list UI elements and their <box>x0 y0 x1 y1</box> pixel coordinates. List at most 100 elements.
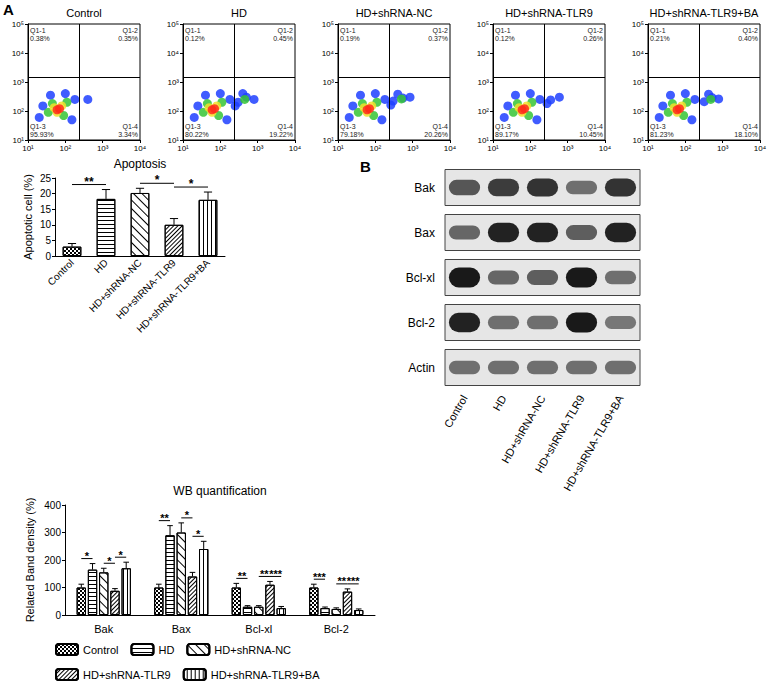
svg-text:Q1-4: Q1-4 <box>587 123 603 131</box>
svg-text:20.26%: 20.26% <box>424 131 448 138</box>
svg-text:0.45%: 0.45% <box>273 35 293 42</box>
svg-text:***: *** <box>347 575 361 587</box>
svg-text:10⁴: 10⁴ <box>754 144 767 153</box>
svg-text:3.34%: 3.34% <box>118 131 138 138</box>
svg-text:HD+shRNA-NC: HD+shRNA-NC <box>356 7 433 19</box>
svg-text:HD: HD <box>92 257 110 275</box>
svg-text:*: * <box>155 173 160 187</box>
svg-text:Bcl-2: Bcl-2 <box>324 623 349 635</box>
svg-text:Q1-2: Q1-2 <box>742 27 758 35</box>
svg-text:Bcl-2: Bcl-2 <box>408 316 436 330</box>
svg-text:10³: 10³ <box>252 144 264 153</box>
svg-text:10³: 10³ <box>167 78 179 87</box>
svg-text:Q1-1: Q1-1 <box>30 27 46 35</box>
svg-text:Control: Control <box>83 644 118 656</box>
svg-text:10¹: 10¹ <box>177 144 189 153</box>
svg-text:80.22%: 80.22% <box>185 131 209 138</box>
svg-text:Related Band density (%): Related Band density (%) <box>24 498 36 623</box>
svg-text:0: 0 <box>55 610 61 621</box>
svg-text:Q1-3: Q1-3 <box>340 123 356 131</box>
svg-text:0.38%: 0.38% <box>30 35 50 42</box>
svg-text:10⁴: 10⁴ <box>289 144 302 153</box>
svg-text:10.45%: 10.45% <box>579 131 603 138</box>
svg-text:Q1-1: Q1-1 <box>340 27 356 35</box>
svg-text:10³: 10³ <box>562 144 574 153</box>
svg-text:10⁴: 10⁴ <box>322 49 335 58</box>
svg-text:Q1-2: Q1-2 <box>122 27 138 35</box>
svg-text:10⁵: 10⁵ <box>477 20 489 29</box>
svg-text:HD+shRNA-TLR9+BA: HD+shRNA-TLR9+BA <box>650 7 759 19</box>
svg-text:Control: Control <box>45 257 76 288</box>
svg-text:25: 25 <box>40 173 52 184</box>
svg-text:10³: 10³ <box>632 78 644 87</box>
svg-text:79.18%: 79.18% <box>340 131 364 138</box>
svg-text:81.23%: 81.23% <box>650 131 674 138</box>
svg-text:10⁴: 10⁴ <box>167 49 180 58</box>
svg-text:**: ** <box>238 570 247 582</box>
svg-text:HD+shRNA-TLR9: HD+shRNA-TLR9 <box>114 257 178 321</box>
svg-text:10²: 10² <box>680 144 692 153</box>
svg-text:5: 5 <box>45 235 51 246</box>
svg-text:**: ** <box>260 568 269 580</box>
svg-text:Q1-3: Q1-3 <box>495 123 511 131</box>
svg-text:10⁵: 10⁵ <box>322 20 334 29</box>
svg-text:10¹: 10¹ <box>22 144 34 153</box>
svg-text:0.37%: 0.37% <box>428 35 448 42</box>
svg-text:0.12%: 0.12% <box>185 35 205 42</box>
svg-text:200: 200 <box>44 555 61 566</box>
svg-text:A: A <box>3 1 14 18</box>
svg-text:Bcl-xl: Bcl-xl <box>245 623 272 635</box>
svg-text:**: ** <box>84 175 94 189</box>
svg-text:HD: HD <box>158 644 174 656</box>
svg-text:10³: 10³ <box>717 144 729 153</box>
svg-text:0.40%: 0.40% <box>738 35 758 42</box>
svg-text:Control: Control <box>66 7 101 19</box>
svg-text:*: * <box>189 177 194 191</box>
svg-text:19.22%: 19.22% <box>269 131 293 138</box>
svg-text:10²: 10² <box>12 107 24 116</box>
svg-text:Q1-4: Q1-4 <box>122 123 138 131</box>
svg-text:10²: 10² <box>322 107 334 116</box>
svg-text:10²: 10² <box>167 107 179 116</box>
svg-text:*: * <box>85 550 90 562</box>
svg-text:Q1-3: Q1-3 <box>30 123 46 131</box>
svg-text:10⁴: 10⁴ <box>12 49 25 58</box>
svg-text:WB quantification: WB quantification <box>173 484 266 498</box>
svg-text:Q1-1: Q1-1 <box>650 27 666 35</box>
svg-text:B: B <box>360 158 371 175</box>
svg-text:10²: 10² <box>632 107 644 116</box>
svg-text:15: 15 <box>40 204 52 215</box>
svg-text:***: *** <box>313 571 327 583</box>
svg-text:10³: 10³ <box>12 78 24 87</box>
svg-text:10²: 10² <box>477 107 489 116</box>
svg-text:Q1-1: Q1-1 <box>185 27 201 35</box>
svg-text:95.93%: 95.93% <box>30 131 54 138</box>
svg-text:HD+shRNA-TLR9+BA: HD+shRNA-TLR9+BA <box>211 669 320 681</box>
svg-text:100: 100 <box>44 582 61 593</box>
svg-text:Bak: Bak <box>94 623 113 635</box>
svg-text:Control: Control <box>442 393 470 430</box>
svg-text:10²: 10² <box>525 144 537 153</box>
svg-text:Bak: Bak <box>414 181 436 195</box>
svg-text:10⁴: 10⁴ <box>134 144 147 153</box>
svg-text:Q1-2: Q1-2 <box>587 27 603 35</box>
svg-text:Q1-4: Q1-4 <box>277 123 293 131</box>
svg-text:10⁴: 10⁴ <box>444 144 457 153</box>
svg-text:*: * <box>196 528 201 540</box>
svg-text:Q1-4: Q1-4 <box>432 123 448 131</box>
svg-text:**: ** <box>160 512 169 524</box>
svg-text:89.17%: 89.17% <box>495 131 519 138</box>
svg-text:10³: 10³ <box>477 78 489 87</box>
svg-text:10²: 10² <box>215 144 227 153</box>
svg-text:0.19%: 0.19% <box>340 35 360 42</box>
svg-text:*: * <box>107 555 112 567</box>
svg-text:20: 20 <box>40 188 52 199</box>
svg-text:10³: 10³ <box>407 144 419 153</box>
svg-text:HD+shRNA-TLR9: HD+shRNA-TLR9 <box>83 669 171 681</box>
svg-text:Q1-2: Q1-2 <box>277 27 293 35</box>
svg-text:10²: 10² <box>60 144 72 153</box>
svg-text:10²: 10² <box>370 144 382 153</box>
svg-text:*: * <box>118 549 123 561</box>
svg-text:10¹: 10¹ <box>487 144 499 153</box>
svg-text:10⁴: 10⁴ <box>632 49 645 58</box>
